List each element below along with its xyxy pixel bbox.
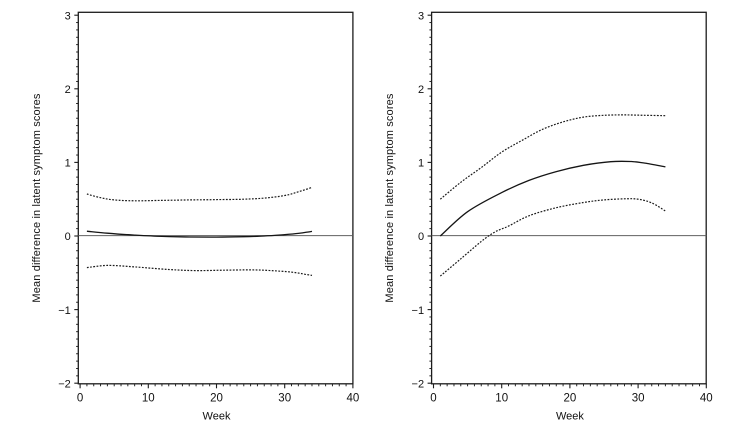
svg-text:40: 40 (347, 393, 360, 405)
svg-text:0: 0 (77, 393, 83, 405)
svg-text:Week: Week (203, 411, 231, 423)
svg-text:3: 3 (418, 10, 424, 22)
svg-text:2: 2 (65, 84, 71, 96)
svg-text:20: 20 (210, 393, 223, 405)
svg-text:20: 20 (564, 393, 577, 405)
svg-text:3: 3 (65, 10, 71, 22)
svg-text:−2: −2 (412, 378, 425, 390)
svg-text:0: 0 (430, 393, 436, 405)
svg-text:Mean difference in latent symp: Mean difference in latent symptom scores (31, 93, 43, 303)
svg-text:40: 40 (700, 393, 713, 405)
svg-text:0: 0 (418, 231, 424, 243)
svg-text:Week: Week (556, 411, 584, 423)
svg-text:30: 30 (278, 393, 291, 405)
svg-text:−1: −1 (58, 305, 71, 317)
svg-text:Mean difference in latent symp: Mean difference in latent symptom scores (384, 93, 396, 303)
svg-text:1: 1 (65, 158, 71, 170)
svg-text:30: 30 (632, 393, 645, 405)
svg-text:1: 1 (418, 158, 424, 170)
svg-text:0: 0 (65, 231, 71, 243)
svg-text:−2: −2 (58, 378, 71, 390)
svg-text:−1: −1 (412, 305, 425, 317)
svg-text:10: 10 (495, 393, 508, 405)
svg-text:2: 2 (418, 84, 424, 96)
svg-text:10: 10 (142, 393, 155, 405)
